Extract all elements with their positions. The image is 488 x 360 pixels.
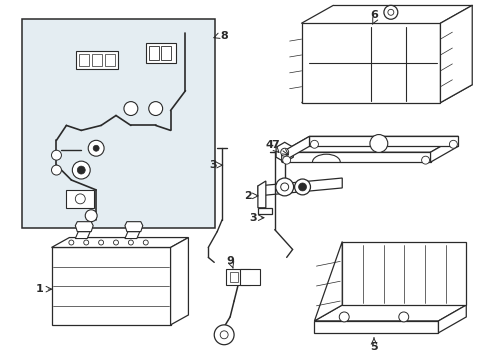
- Circle shape: [69, 240, 74, 245]
- Circle shape: [398, 312, 408, 322]
- Polygon shape: [281, 136, 309, 162]
- Text: 6: 6: [369, 10, 377, 20]
- Circle shape: [51, 150, 61, 160]
- Circle shape: [280, 148, 288, 156]
- Polygon shape: [75, 231, 90, 239]
- Circle shape: [280, 183, 288, 191]
- Polygon shape: [170, 238, 188, 325]
- Polygon shape: [281, 136, 457, 152]
- Circle shape: [85, 210, 97, 222]
- Bar: [240, 269, 259, 285]
- Circle shape: [310, 140, 318, 148]
- Circle shape: [72, 161, 90, 179]
- Circle shape: [298, 183, 306, 191]
- Circle shape: [88, 140, 104, 156]
- Bar: [161, 46, 170, 60]
- Text: 1: 1: [36, 284, 43, 294]
- Bar: [66, 190, 94, 208]
- Circle shape: [383, 5, 397, 19]
- Circle shape: [123, 102, 138, 116]
- Text: 2: 2: [244, 191, 251, 201]
- Text: 7: 7: [270, 140, 278, 150]
- Polygon shape: [314, 321, 438, 333]
- Polygon shape: [257, 178, 342, 196]
- Polygon shape: [276, 142, 293, 162]
- Polygon shape: [301, 85, 471, 103]
- Bar: [79, 54, 89, 66]
- Circle shape: [93, 145, 99, 151]
- Circle shape: [282, 156, 290, 164]
- Polygon shape: [309, 136, 457, 146]
- Text: 8: 8: [220, 31, 227, 41]
- Bar: [148, 46, 158, 60]
- Bar: [225, 269, 249, 285]
- Polygon shape: [281, 152, 429, 162]
- Circle shape: [369, 135, 387, 152]
- Circle shape: [77, 166, 85, 174]
- Polygon shape: [257, 208, 271, 214]
- Polygon shape: [314, 305, 466, 321]
- Polygon shape: [438, 305, 466, 333]
- Circle shape: [275, 178, 293, 196]
- Text: 9: 9: [226, 256, 234, 266]
- Circle shape: [387, 9, 393, 15]
- Circle shape: [448, 140, 456, 148]
- Bar: [76, 51, 118, 69]
- Polygon shape: [342, 242, 466, 305]
- Circle shape: [128, 240, 133, 245]
- Circle shape: [214, 325, 234, 345]
- Polygon shape: [51, 247, 170, 325]
- Polygon shape: [301, 23, 440, 103]
- Bar: [145, 43, 175, 63]
- Circle shape: [148, 102, 163, 116]
- Polygon shape: [257, 181, 265, 208]
- Circle shape: [113, 240, 118, 245]
- Polygon shape: [440, 5, 471, 103]
- Bar: [105, 54, 115, 66]
- Circle shape: [421, 156, 428, 164]
- Circle shape: [51, 165, 61, 175]
- Polygon shape: [429, 136, 457, 162]
- Polygon shape: [75, 222, 93, 231]
- Circle shape: [99, 240, 103, 245]
- Bar: [21, 19, 215, 228]
- Circle shape: [339, 312, 348, 322]
- Polygon shape: [51, 238, 188, 247]
- Circle shape: [75, 194, 85, 204]
- Polygon shape: [314, 242, 342, 321]
- Text: 3: 3: [248, 213, 256, 223]
- Bar: [92, 54, 102, 66]
- Circle shape: [294, 179, 310, 195]
- Circle shape: [220, 331, 228, 339]
- Circle shape: [83, 240, 88, 245]
- Text: 4: 4: [265, 140, 273, 150]
- Polygon shape: [124, 231, 140, 239]
- Polygon shape: [124, 222, 142, 231]
- Circle shape: [143, 240, 148, 245]
- Bar: [230, 272, 238, 282]
- Text: 3: 3: [209, 160, 217, 170]
- Text: 5: 5: [369, 342, 377, 352]
